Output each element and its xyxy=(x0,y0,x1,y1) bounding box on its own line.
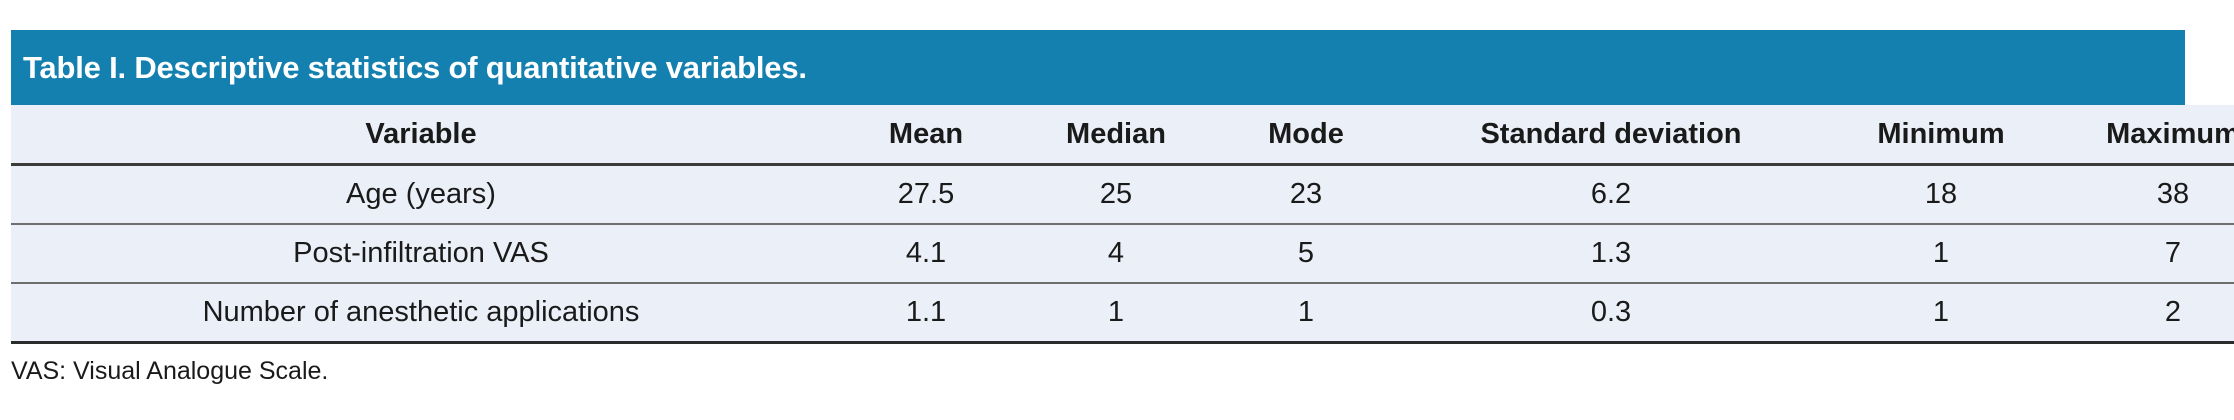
cell-median: 1 xyxy=(1021,283,1211,344)
column-header-standard-deviation: Standard deviation xyxy=(1401,105,1821,166)
cell-maximum: 2 xyxy=(2061,283,2234,344)
table-row: Age (years) 27.5 25 23 6.2 18 38 xyxy=(11,164,2234,225)
cell-standard-deviation: 6.2 xyxy=(1401,164,1821,225)
table-caption-bar: Table I. Descriptive statistics of quant… xyxy=(11,30,2185,105)
cell-median: 4 xyxy=(1021,224,1211,284)
cell-mode: 5 xyxy=(1211,224,1401,284)
cell-mode: 1 xyxy=(1211,283,1401,344)
descriptive-statistics-table: Variable Mean Median Mode Standard devia… xyxy=(11,105,2234,344)
cell-minimum: 1 xyxy=(1821,224,2061,284)
cell-minimum: 1 xyxy=(1821,283,2061,344)
cell-mean: 1.1 xyxy=(831,283,1021,344)
column-header-minimum: Minimum xyxy=(1821,105,2061,166)
column-header-variable: Variable xyxy=(11,105,831,166)
table-row: Post-infiltration VAS 4.1 4 5 1.3 1 7 xyxy=(11,224,2234,284)
cell-variable: Age (years) xyxy=(11,164,831,225)
cell-variable: Number of anesthetic applications xyxy=(11,283,831,344)
column-header-mean: Mean xyxy=(831,105,1021,166)
cell-mean: 27.5 xyxy=(831,164,1021,225)
table-row: Number of anesthetic applications 1.1 1 … xyxy=(11,283,2234,344)
column-header-maximum: Maximum xyxy=(2061,105,2234,166)
cell-standard-deviation: 0.3 xyxy=(1401,283,1821,344)
table-footnote: VAS: Visual Analogue Scale. xyxy=(11,357,2185,386)
column-header-median: Median xyxy=(1021,105,1211,166)
table-figure: Table I. Descriptive statistics of quant… xyxy=(11,30,2234,386)
cell-maximum: 38 xyxy=(2061,164,2234,225)
cell-median: 25 xyxy=(1021,164,1211,225)
table-body: Age (years) 27.5 25 23 6.2 18 38 Post-in… xyxy=(11,164,2234,344)
table-header: Variable Mean Median Mode Standard devia… xyxy=(11,105,2234,166)
cell-mode: 23 xyxy=(1211,164,1401,225)
cell-minimum: 18 xyxy=(1821,164,2061,225)
table-caption-text: Table I. Descriptive statistics of quant… xyxy=(23,49,807,85)
cell-variable: Post-infiltration VAS xyxy=(11,224,831,284)
cell-mean: 4.1 xyxy=(831,224,1021,284)
cell-maximum: 7 xyxy=(2061,224,2234,284)
cell-standard-deviation: 1.3 xyxy=(1401,224,1821,284)
table-header-row: Variable Mean Median Mode Standard devia… xyxy=(11,105,2234,166)
column-header-mode: Mode xyxy=(1211,105,1401,166)
